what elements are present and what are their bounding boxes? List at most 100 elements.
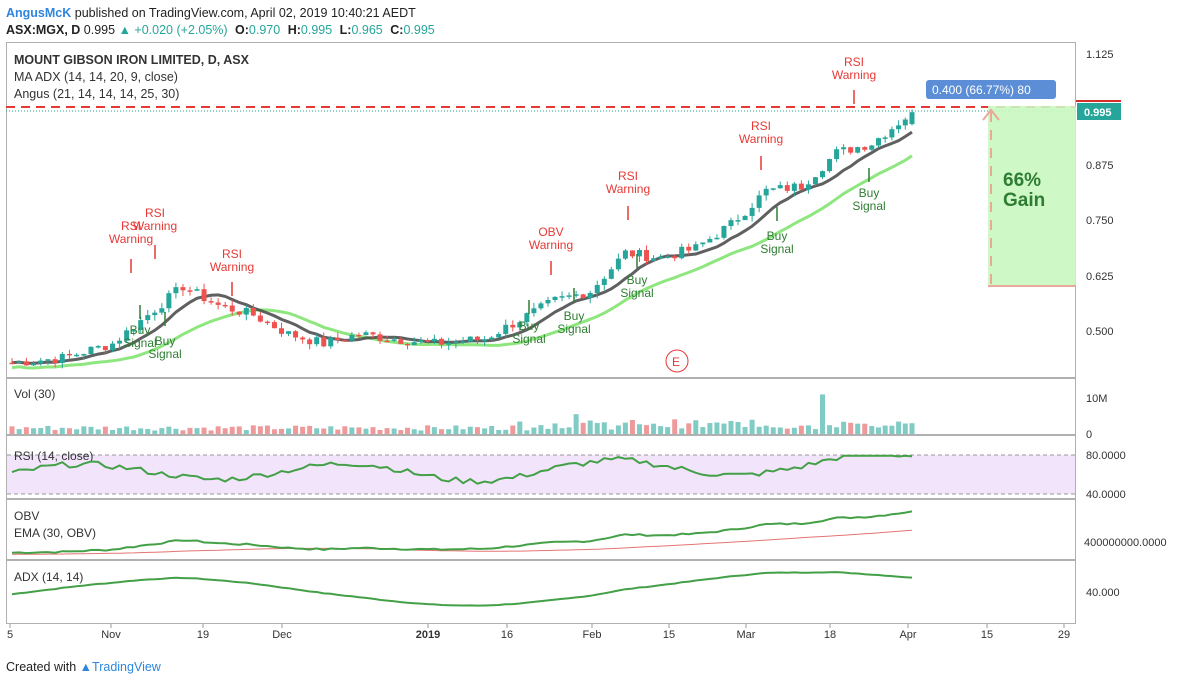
- time-label: 16: [501, 629, 513, 641]
- candle: [243, 305, 249, 321]
- volume-bar: [679, 428, 685, 434]
- candle: [889, 126, 895, 141]
- candle-body: [889, 129, 895, 138]
- annotation-line2: Warning: [739, 132, 783, 146]
- candle-body: [909, 112, 915, 125]
- volume-bar: [700, 427, 706, 434]
- price-change: +0.020 (+2.05%): [134, 23, 228, 37]
- volume-bar: [411, 429, 417, 434]
- candle: [517, 320, 523, 331]
- annotation-line1: RSI: [618, 169, 638, 183]
- candle: [615, 253, 621, 272]
- time-label: 18: [824, 629, 836, 641]
- volume-bar: [531, 427, 537, 434]
- candle: [538, 301, 544, 311]
- volume-bar: [250, 425, 256, 434]
- candle: [707, 236, 713, 243]
- candle-body: [215, 302, 221, 305]
- volume-bar: [658, 426, 664, 434]
- candle-body: [102, 346, 108, 351]
- rsi-tick: 40.0000: [1086, 489, 1126, 501]
- candle-body: [545, 299, 551, 304]
- low-value: 0.965: [351, 23, 383, 37]
- candle-body: [622, 250, 628, 259]
- candle: [117, 337, 123, 349]
- volume-bar: [131, 430, 137, 434]
- candle-body: [489, 337, 495, 340]
- candle-body: [869, 145, 875, 150]
- candle: [791, 181, 797, 197]
- volume-bar: [328, 426, 334, 434]
- candle-body: [363, 332, 369, 336]
- candle: [159, 303, 165, 316]
- volume-bar: [517, 421, 523, 434]
- volume-bar: [869, 426, 875, 434]
- annotation-line2: Signal: [512, 332, 545, 346]
- open-label: O:: [235, 23, 249, 37]
- publish-header: AngusMcK published on TradingView.com, A…: [6, 5, 906, 39]
- candle-body: [882, 137, 888, 139]
- annotation-line1: Buy: [627, 273, 648, 287]
- volume-bar: [9, 426, 15, 434]
- volume-bar: [742, 427, 748, 434]
- candle: [74, 353, 80, 357]
- author-link[interactable]: AngusMcK: [6, 6, 72, 20]
- candle-body: [531, 308, 537, 314]
- time-label: Nov: [101, 629, 121, 641]
- candle-body: [446, 342, 452, 345]
- annotation-line1: RSI: [844, 55, 864, 69]
- candle: [841, 144, 847, 155]
- candle-body: [16, 361, 22, 363]
- candle-body: [651, 258, 657, 261]
- candle: [38, 357, 44, 366]
- candle: [580, 293, 586, 299]
- volume-bar: [31, 428, 37, 434]
- volume-bar: [552, 423, 558, 434]
- volume-bar: [482, 428, 488, 434]
- candle-body: [271, 322, 277, 329]
- candle: [264, 320, 270, 326]
- candle-body: [566, 295, 572, 297]
- ma-adx-legend: MA ADX (14, 14, 20, 9, close): [14, 70, 178, 84]
- volume-bar: [418, 430, 424, 434]
- volume-bar: [138, 428, 144, 434]
- time-label: Feb: [583, 629, 602, 641]
- candle-body: [896, 125, 902, 130]
- candle: [714, 234, 720, 240]
- time-label: 29: [1058, 629, 1070, 641]
- chart-canvas[interactable]: MOUNT GIBSON IRON LIMITED, D, ASX MA ADX…: [0, 40, 1183, 650]
- candle-body: [328, 337, 334, 347]
- candle: [349, 332, 355, 343]
- earnings-marker-label: E: [672, 355, 680, 369]
- earnings-marker-icon[interactable]: [665, 349, 689, 373]
- gain-measure-box[interactable]: [988, 106, 1076, 286]
- annotation-line1: Buy: [767, 229, 788, 243]
- volume-bar: [714, 422, 720, 434]
- candle: [271, 320, 277, 329]
- candle: [370, 331, 376, 339]
- tradingview-brand-link[interactable]: TradingView: [92, 660, 161, 674]
- candle-body: [524, 313, 530, 323]
- volume-bar: [594, 423, 600, 434]
- symbol-quote: ASX:MGX, D 0.995 ▲ +0.020 (+2.05%) O:0.9…: [6, 21, 906, 39]
- candle: [431, 334, 437, 345]
- candle-body: [510, 324, 516, 328]
- candle: [679, 243, 685, 260]
- up-arrow-icon: ▲: [118, 23, 131, 37]
- candle-body: [286, 331, 292, 334]
- annotation-line1: Buy: [564, 309, 585, 323]
- candle-body: [145, 315, 151, 321]
- candle: [215, 298, 221, 310]
- candle-body: [431, 338, 437, 342]
- candle-body: [9, 362, 15, 365]
- candle-body: [117, 340, 123, 344]
- volume-bar: [370, 427, 376, 434]
- candle-body: [862, 147, 868, 150]
- candle-body: [644, 250, 650, 261]
